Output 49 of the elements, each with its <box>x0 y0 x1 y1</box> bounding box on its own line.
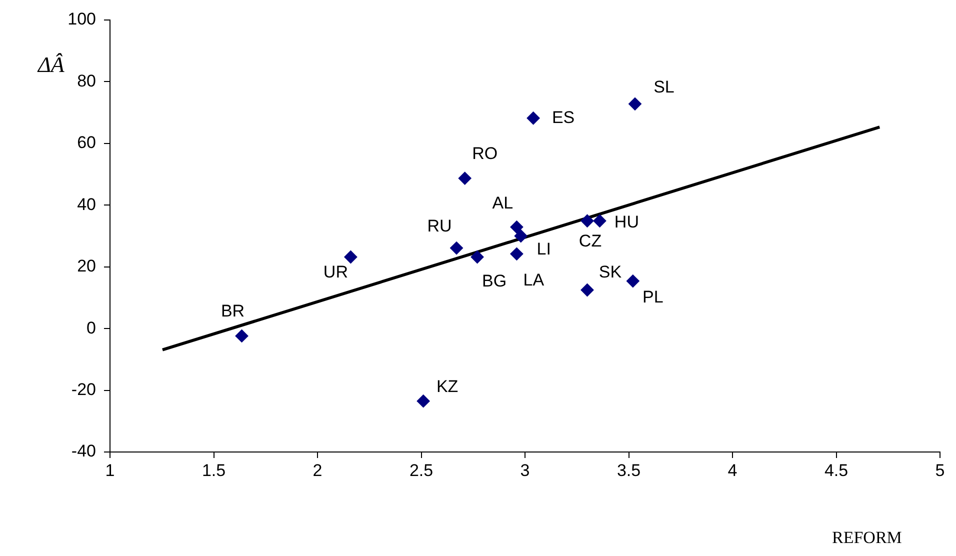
x-tick-label: 4 <box>728 460 738 480</box>
annotation: LI <box>536 240 551 259</box>
y-axis-title: ΔÂ <box>38 52 64 78</box>
annotation: RO <box>472 144 498 163</box>
point <box>470 250 484 264</box>
y-tick-label: 0 <box>86 318 96 338</box>
annotation: PL <box>642 288 664 307</box>
y-tick-label: 60 <box>77 133 96 152</box>
point <box>580 284 594 296</box>
annotation: BG <box>482 272 507 291</box>
x-tick-label: 1 <box>105 460 115 480</box>
point <box>514 230 528 242</box>
x-tick-label: 2 <box>312 460 322 480</box>
point <box>344 250 358 264</box>
x-tick-label: 2.5 <box>409 460 434 480</box>
x-axis-title: REFORM <box>832 528 902 548</box>
x-tick-label: 5 <box>935 460 945 480</box>
annotation: SK <box>598 262 622 282</box>
y-tick-label: -20 <box>71 380 96 399</box>
y-tick-label: 20 <box>77 256 96 276</box>
y-tick-label: 40 <box>77 194 96 214</box>
annotation: AL <box>492 194 514 213</box>
annotation: KZ <box>436 376 458 396</box>
point <box>510 247 524 260</box>
annotation: UR <box>323 262 348 282</box>
annotation: HU <box>614 212 639 232</box>
annotation: ES <box>552 108 575 127</box>
y-tick-label: 80 <box>77 71 96 90</box>
x-tick-label: 1.5 <box>202 460 226 480</box>
x-tick-label: 4.5 <box>824 460 848 480</box>
annotation: BR <box>220 302 245 321</box>
annotation: SL <box>654 78 674 97</box>
x-tick-label: 3 <box>520 460 530 480</box>
point <box>235 329 248 342</box>
point <box>416 394 430 408</box>
point <box>450 242 464 255</box>
annotation: LA <box>523 270 545 290</box>
point <box>593 214 606 228</box>
y-tick-label: 100 <box>68 10 96 29</box>
annotation: CZ <box>578 232 602 251</box>
y-tick-label: -40 <box>71 442 96 461</box>
x-tick-label: 3.5 <box>616 460 641 480</box>
point <box>458 172 472 185</box>
point <box>626 274 640 288</box>
annotation: RU <box>427 216 452 236</box>
point <box>628 97 642 110</box>
point <box>580 214 594 228</box>
point <box>510 220 524 234</box>
point <box>526 112 540 125</box>
